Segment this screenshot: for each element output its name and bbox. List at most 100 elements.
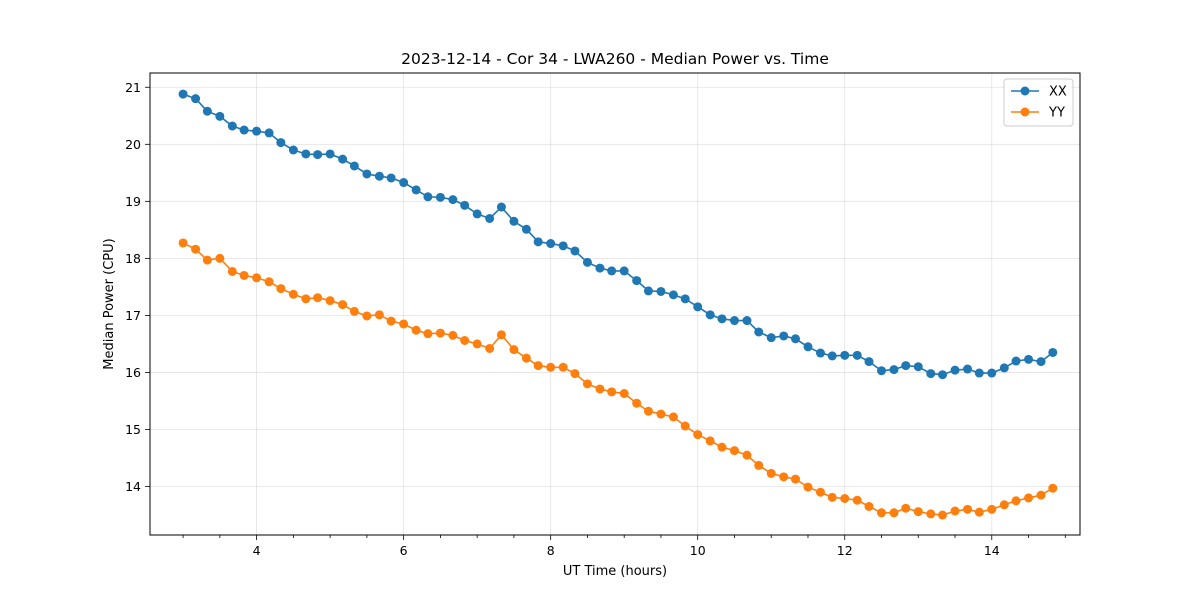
- y-tick-label: 19: [125, 194, 141, 209]
- series-xx-point: [790, 334, 800, 344]
- series-xx-point: [864, 357, 874, 367]
- series-yy-point: [558, 362, 568, 372]
- series-yy-point: [754, 460, 764, 470]
- legend-yy-marker: [1020, 107, 1030, 117]
- series-yy-point: [790, 474, 800, 484]
- series-yy-point: [264, 277, 274, 287]
- series-yy-line: [182, 242, 1054, 516]
- series-xx-point: [999, 363, 1009, 373]
- series-yy-point: [877, 508, 887, 518]
- series-xx-point: [411, 185, 421, 195]
- series-yy-point: [766, 468, 776, 478]
- y-axis-label: Median Power (CPU): [102, 238, 117, 369]
- series-xx-point: [680, 294, 690, 304]
- series-xx-line: [182, 93, 1054, 376]
- y-tick-label: 17: [125, 308, 141, 323]
- series-xx-point: [582, 257, 592, 267]
- series-xx-point: [619, 266, 629, 276]
- series-yy-point: [1036, 490, 1046, 500]
- series-yy-point: [374, 310, 384, 320]
- series-yy-point: [509, 345, 519, 355]
- y-tick-label: 16: [125, 365, 141, 380]
- series-yy-point: [803, 482, 813, 492]
- series-xx-point: [485, 213, 495, 223]
- series-xx-point: [742, 316, 752, 326]
- series-xx-point: [191, 94, 201, 104]
- series-xx-point: [729, 316, 739, 326]
- series-xx-point: [178, 89, 188, 99]
- series-yy-point: [362, 311, 372, 321]
- x-tick-label: 6: [400, 543, 408, 558]
- series-yy-point: [301, 294, 311, 304]
- series-yy-point: [852, 495, 862, 505]
- series-yy-point: [1048, 483, 1058, 493]
- series-xx-point: [435, 192, 445, 202]
- series-xx-point: [717, 314, 727, 324]
- series-xx-point: [252, 126, 262, 136]
- series-yy-point: [399, 319, 409, 329]
- series-yy-point: [999, 500, 1009, 510]
- series-yy-point: [227, 266, 237, 276]
- series-yy-point: [595, 384, 605, 394]
- series-yy-point: [472, 339, 482, 349]
- series-xx-point: [227, 121, 237, 131]
- series-xx-point: [926, 369, 936, 379]
- series-xx-point: [264, 128, 274, 138]
- series-xx-point: [693, 302, 703, 312]
- series-xx-point: [546, 239, 556, 249]
- series-yy-point: [705, 436, 715, 446]
- series-xx-point: [1036, 357, 1046, 367]
- legend: XX YY: [1003, 78, 1074, 127]
- legend-xx-label: XX: [1049, 85, 1067, 100]
- series-xx-point: [754, 327, 764, 337]
- series-xx-point: [877, 366, 887, 376]
- series-xx-point: [448, 195, 458, 205]
- series-xx-point: [827, 351, 837, 361]
- series-xx-point: [276, 138, 286, 148]
- x-tick-label: 4: [253, 543, 261, 558]
- series-xx-point: [349, 161, 359, 171]
- y-tick-label: 15: [125, 422, 141, 437]
- series-yy-point: [582, 379, 592, 389]
- series-xx-point: [399, 178, 409, 188]
- series-xx-point: [668, 290, 678, 300]
- series-xx-point: [656, 286, 666, 296]
- series-yy-point: [938, 510, 948, 520]
- series-yy-point: [386, 316, 396, 326]
- series-yy-point: [178, 238, 188, 248]
- y-tick-label: 14: [125, 479, 141, 494]
- series-yy-point: [570, 369, 580, 379]
- series-yy-point: [643, 406, 653, 416]
- series-yy-point: [496, 330, 506, 340]
- series-xx-point: [325, 149, 335, 159]
- series-xx-point: [374, 171, 384, 181]
- series-xx-point: [595, 263, 605, 273]
- series-yy-point: [729, 446, 739, 456]
- series-xx-point: [215, 111, 225, 121]
- series-xx-point: [815, 348, 825, 358]
- x-axis-label: UT Time (hours): [563, 564, 667, 579]
- series-yy-point: [963, 504, 973, 514]
- series-yy-point: [325, 296, 335, 306]
- series-xx-point: [766, 333, 776, 343]
- plot-frame: [149, 72, 1081, 536]
- series-yy-point: [974, 507, 984, 517]
- series-xx-point: [460, 200, 470, 210]
- series-yy-point: [485, 343, 495, 353]
- series-xx-point: [974, 368, 984, 378]
- legend-xx-marker: [1020, 86, 1030, 96]
- y-tick-label: 20: [125, 137, 141, 152]
- series-yy-point: [926, 509, 936, 519]
- series-yy-point: [202, 255, 212, 265]
- series-yy-point: [632, 398, 642, 408]
- series-xx-point: [301, 149, 311, 159]
- series-xx-point: [472, 209, 482, 219]
- x-tick-label: 14: [984, 543, 1000, 558]
- series-yy-point: [1011, 496, 1021, 506]
- series-yy-point: [239, 270, 249, 280]
- series-yy-point: [288, 289, 298, 299]
- series-xx-point: [1048, 347, 1058, 357]
- series-xx-point: [533, 237, 543, 247]
- series-yy-point: [423, 329, 433, 339]
- series-xx-point: [558, 241, 568, 251]
